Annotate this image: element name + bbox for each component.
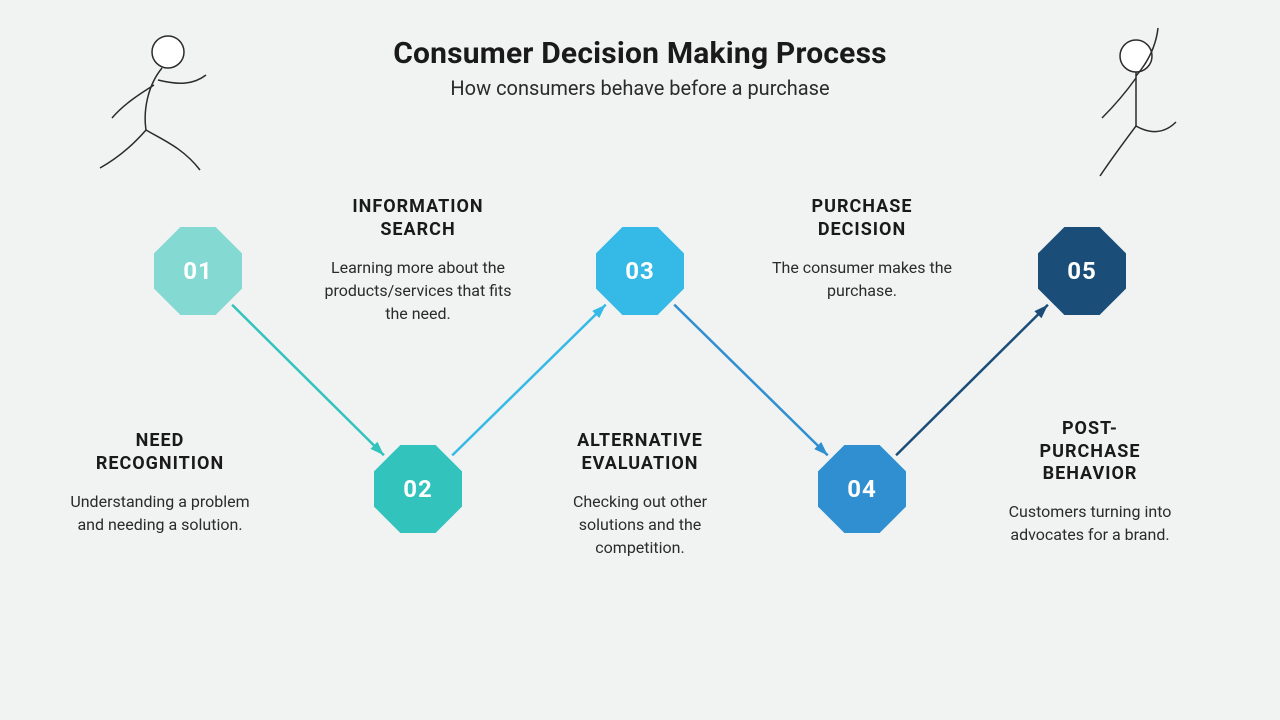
step-desc-5: Customers turning into advocates for a b… bbox=[990, 500, 1190, 546]
running-figure-icon bbox=[88, 30, 218, 184]
step-title-5: POST-PURCHASEBEHAVIOR bbox=[990, 418, 1190, 486]
page-subtitle: How consumers behave before a purchase bbox=[450, 76, 829, 100]
step-title-3: ALTERNATIVEEVALUATION bbox=[540, 430, 740, 475]
step-title-1: NEEDRECOGNITION bbox=[60, 430, 260, 475]
step-desc-3: Checking out other solutions and the com… bbox=[540, 490, 740, 560]
step-desc-1: Understanding a problem and needing a so… bbox=[60, 490, 260, 536]
celebrating-figure-icon bbox=[1078, 22, 1198, 186]
step-node-number: 02 bbox=[403, 475, 433, 503]
infographic-canvas: Consumer Decision Making Process How con… bbox=[0, 0, 1280, 720]
step-desc-2: Learning more about the products/service… bbox=[318, 256, 518, 326]
step-node-04: 04 bbox=[818, 445, 906, 533]
step-node-number: 03 bbox=[625, 257, 655, 285]
step-desc-4: The consumer makes the purchase. bbox=[762, 256, 962, 302]
step-node-number: 01 bbox=[183, 257, 213, 285]
step-node-number: 05 bbox=[1067, 257, 1097, 285]
page-title: Consumer Decision Making Process bbox=[393, 36, 887, 71]
step-node-02: 02 bbox=[374, 445, 462, 533]
step-title-4: PURCHASEDECISION bbox=[762, 196, 962, 241]
step-node-05: 05 bbox=[1038, 227, 1126, 315]
step-node-01: 01 bbox=[154, 227, 242, 315]
step-node-03: 03 bbox=[596, 227, 684, 315]
step-node-number: 04 bbox=[847, 475, 877, 503]
step-title-2: INFORMATIONSEARCH bbox=[318, 196, 518, 241]
